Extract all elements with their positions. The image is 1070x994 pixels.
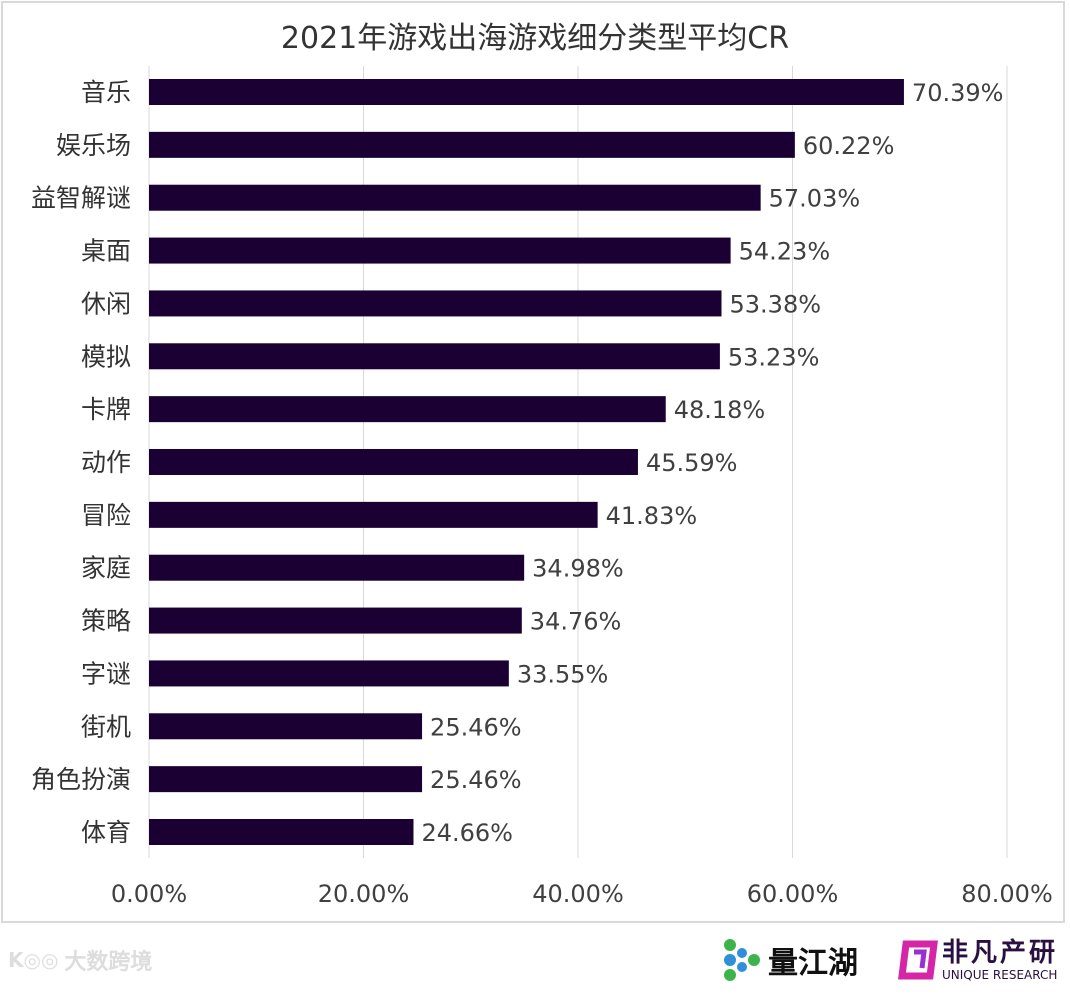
bar bbox=[149, 79, 904, 105]
watermark-logo-icon: K◎◎ bbox=[8, 948, 59, 972]
logo-liangjianghu: 量江湖 bbox=[722, 930, 858, 990]
bar bbox=[149, 396, 666, 423]
logo2-subtext: UNIQUE RESEARCH bbox=[942, 967, 1058, 982]
data-label: 25.46% bbox=[430, 766, 522, 794]
data-label: 53.23% bbox=[728, 343, 820, 371]
bar bbox=[149, 766, 423, 793]
bar bbox=[149, 660, 509, 687]
bar bbox=[149, 449, 638, 475]
bar bbox=[149, 131, 795, 158]
bar bbox=[149, 554, 525, 581]
x-tick-label: 40.00% bbox=[532, 880, 624, 908]
category-label: 桌面 bbox=[81, 237, 131, 266]
unique-research-logo-icon bbox=[898, 940, 938, 980]
category-label: 卡牌 bbox=[81, 395, 131, 424]
category-label: 娱乐场 bbox=[56, 131, 131, 160]
data-label: 48.18% bbox=[674, 396, 766, 424]
bar bbox=[149, 343, 720, 370]
x-tick-label: 60.00% bbox=[747, 880, 839, 908]
liangjianghu-logo-icon bbox=[724, 939, 760, 981]
category-label: 音乐 bbox=[81, 78, 131, 107]
category-label: 街机 bbox=[81, 712, 131, 741]
bar bbox=[149, 819, 414, 845]
x-tick-label: 80.00% bbox=[961, 880, 1053, 908]
bar bbox=[149, 607, 522, 634]
data-label: 34.98% bbox=[532, 555, 624, 583]
category-label: 策略 bbox=[81, 607, 131, 636]
x-tick-label: 20.00% bbox=[318, 880, 410, 908]
bar bbox=[149, 501, 598, 528]
data-label: 34.76% bbox=[530, 608, 622, 636]
bar bbox=[149, 713, 423, 740]
data-label: 54.23% bbox=[739, 238, 831, 266]
data-label: 45.59% bbox=[646, 449, 738, 477]
category-label: 休闲 bbox=[81, 289, 131, 318]
data-label: 70.39% bbox=[912, 79, 1004, 107]
category-label: 角色扮演 bbox=[31, 765, 131, 794]
x-tick-label: 0.00% bbox=[111, 880, 187, 908]
data-label: 25.46% bbox=[430, 713, 522, 741]
bar bbox=[149, 290, 722, 317]
logo1-text: 量江湖 bbox=[768, 946, 858, 981]
data-label: 60.22% bbox=[803, 132, 895, 160]
data-label: 24.66% bbox=[421, 819, 513, 847]
logo2-text: 非凡产研 bbox=[942, 937, 1059, 968]
category-label: 动作 bbox=[81, 448, 131, 477]
watermark: K◎◎ 大数跨境 bbox=[8, 930, 152, 990]
logo-unique-research: 非凡产研 UNIQUE RESEARCH bbox=[898, 930, 1058, 990]
category-label: 模拟 bbox=[81, 342, 131, 371]
chart-title: 2021年游戏出海游戏细分类型平均CR bbox=[281, 21, 789, 56]
category-label: 字谜 bbox=[81, 659, 131, 688]
data-label: 41.83% bbox=[606, 502, 698, 530]
watermark-text: 大数跨境 bbox=[64, 950, 153, 975]
chart-frame bbox=[1, 1, 1065, 923]
category-label: 益智解谜 bbox=[31, 184, 131, 213]
bar bbox=[149, 237, 731, 264]
data-label: 57.03% bbox=[769, 185, 861, 213]
bar bbox=[149, 184, 761, 211]
category-label: 冒险 bbox=[81, 501, 131, 530]
category-label: 体育 bbox=[81, 818, 131, 847]
data-label: 33.55% bbox=[517, 660, 609, 688]
category-label: 家庭 bbox=[81, 554, 131, 583]
data-label: 53.38% bbox=[730, 290, 822, 318]
